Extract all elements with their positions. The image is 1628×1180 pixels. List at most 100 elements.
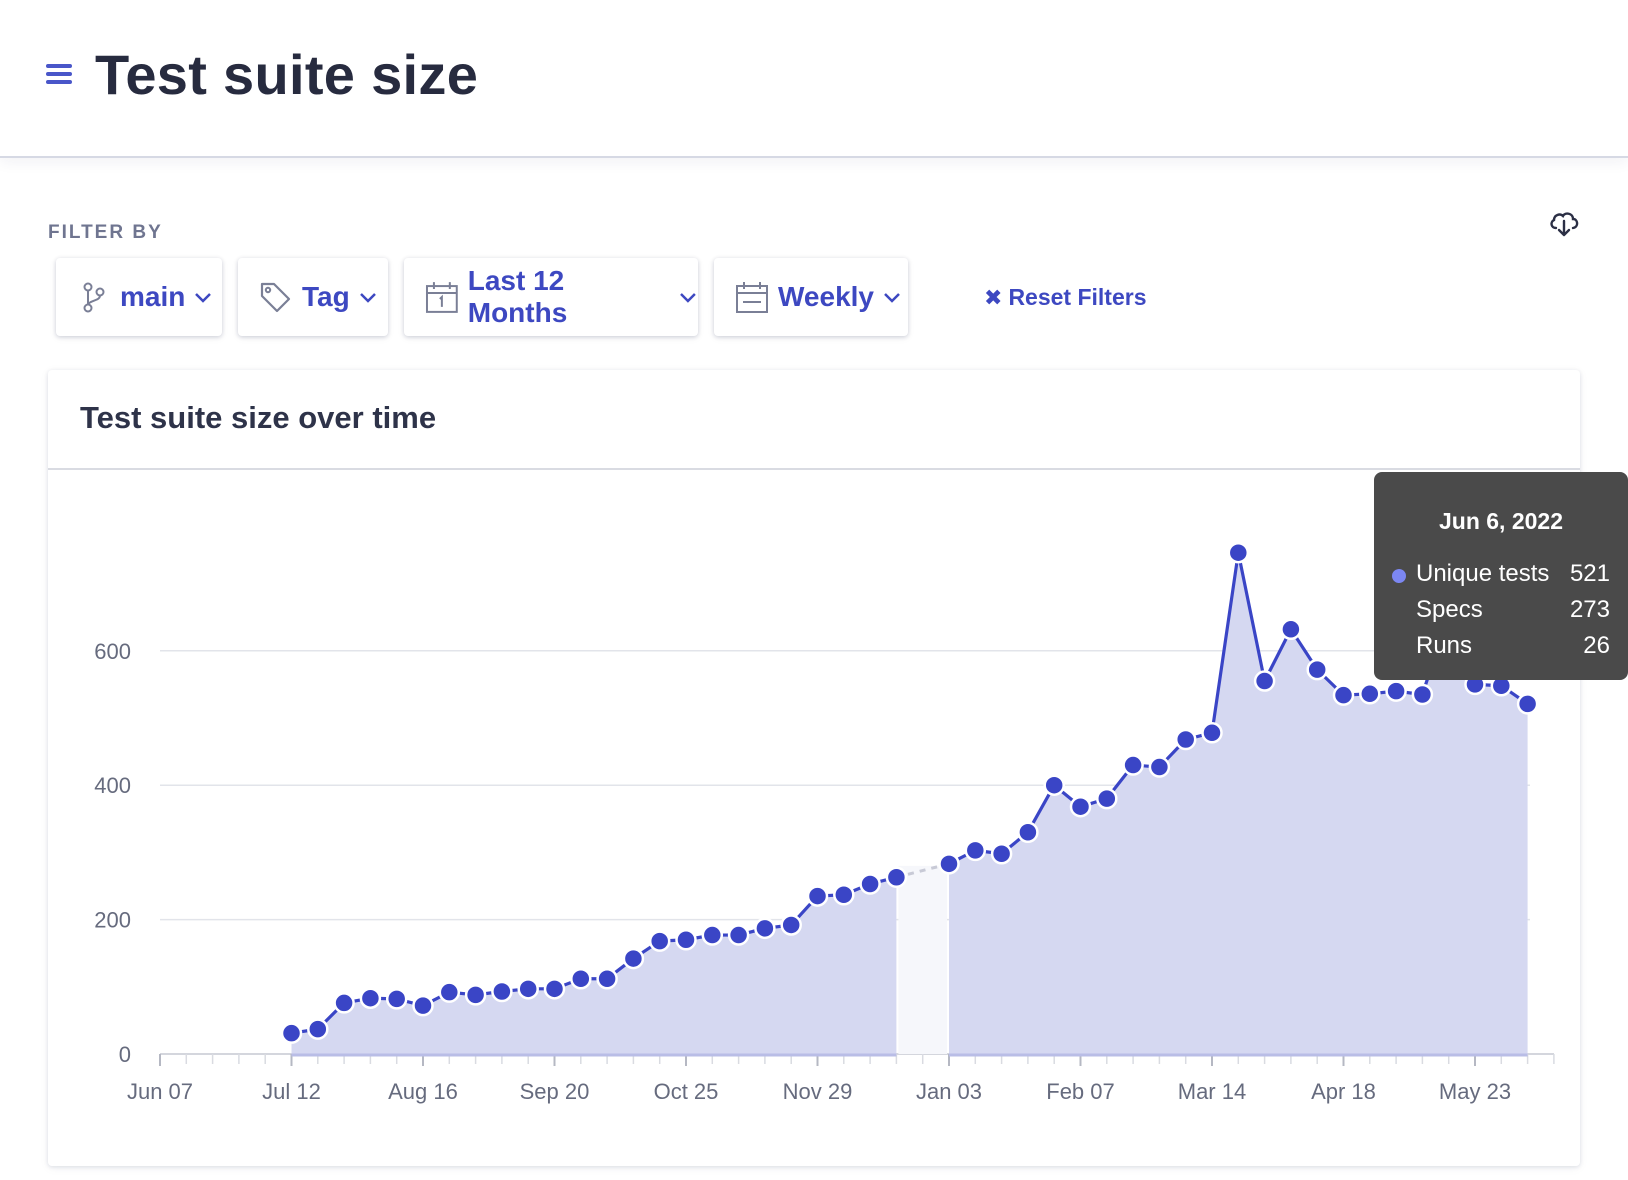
tag-icon — [260, 282, 291, 313]
chevron-down-icon — [359, 293, 376, 303]
data-point — [806, 885, 829, 907]
data-point — [1516, 693, 1539, 715]
data-point — [1174, 728, 1197, 751]
data-point — [938, 853, 960, 875]
interval-filter-button[interactable]: Weekly — [714, 258, 908, 336]
interval-filter-label: Weekly — [778, 281, 874, 312]
git-branch-icon — [83, 282, 105, 313]
tooltip-row-specs: Specs 273 — [1392, 596, 1610, 626]
data-point — [1201, 722, 1223, 744]
series-color-dot — [1392, 569, 1406, 583]
x-tick-label: Mar 14 — [1178, 1079, 1246, 1104]
data-point — [543, 978, 566, 1000]
data-point — [1385, 680, 1407, 702]
data-point — [1043, 774, 1065, 796]
data-point — [885, 866, 908, 889]
date-range-filter-label: Last 12 Months — [467, 265, 568, 328]
data-point — [412, 994, 434, 1017]
data-point — [1096, 787, 1118, 810]
chevron-down-icon — [195, 293, 212, 303]
hamburger-menu-icon[interactable] — [46, 64, 72, 84]
calendar-icon — [425, 282, 458, 313]
chevron-down-icon — [680, 293, 696, 303]
y-tick-label: 600 — [94, 639, 131, 664]
chevron-down-icon — [884, 293, 900, 303]
reset-filters-label: Reset Filters — [1008, 284, 1147, 310]
data-point — [648, 930, 671, 952]
data-point — [1069, 795, 1092, 818]
tooltip-row-name: Specs — [1416, 596, 1483, 623]
x-tick-label: Jan 03 — [916, 1079, 982, 1104]
data-point — [964, 839, 987, 862]
x-tick-label: Oct 25 — [654, 1079, 719, 1104]
calendar-week-icon — [736, 282, 768, 313]
data-point — [754, 917, 776, 940]
data-point — [333, 992, 355, 1014]
data-point — [517, 978, 539, 1000]
x-tick-label: May 23 — [1439, 1079, 1511, 1104]
data-gap-band — [898, 865, 947, 1054]
data-point — [1253, 670, 1276, 692]
tooltip-row-value: 273 — [1569, 596, 1610, 623]
x-tick-label: Sep 20 — [520, 1079, 590, 1104]
x-tick-label: Feb 07 — [1046, 1079, 1115, 1104]
data-point — [596, 967, 618, 990]
data-point — [1017, 821, 1039, 843]
chart-title: Test suite size over time — [80, 400, 437, 435]
x-tick-label: Nov 29 — [783, 1079, 853, 1104]
tag-filter-button[interactable]: Tag — [238, 258, 388, 336]
y-tick-label: 0 — [119, 1042, 131, 1067]
tag-filter-label: Tag — [302, 281, 350, 312]
data-point — [438, 981, 461, 1003]
branch-filter-button[interactable]: main — [56, 258, 222, 336]
tooltip-row-value: 521 — [1569, 560, 1610, 587]
close-icon: ✖ — [984, 284, 1003, 310]
data-point — [675, 929, 697, 951]
data-point — [780, 914, 802, 936]
series-area — [949, 552, 1528, 1054]
data-point — [990, 842, 1013, 865]
data-point — [701, 924, 724, 946]
data-point — [464, 984, 487, 1006]
data-point — [1122, 754, 1144, 776]
y-tick-label: 400 — [94, 773, 131, 798]
data-point — [1227, 541, 1250, 564]
x-tick-label: Aug 16 — [388, 1079, 458, 1104]
data-point — [1411, 683, 1434, 706]
reset-filters-link[interactable]: ✖ Reset Filters — [984, 284, 1147, 311]
x-tick-label: Jun 07 — [127, 1079, 193, 1104]
tooltip-row-value: 26 — [1583, 632, 1610, 659]
cloud-download-icon[interactable] — [1548, 208, 1580, 238]
chart-tooltip: Jun 6, 2022 Unique tests 521 Specs 273 R… — [1374, 472, 1628, 680]
tooltip-row-name: Runs — [1416, 632, 1473, 659]
data-point — [280, 1022, 303, 1044]
data-point — [1332, 684, 1355, 706]
data-point — [859, 873, 881, 895]
data-point — [1359, 683, 1381, 705]
tooltip-row-name: Unique tests — [1416, 560, 1550, 587]
gap-connector — [896, 862, 950, 879]
tooltip-date: Jun 6, 2022 — [1438, 508, 1564, 534]
data-point — [359, 987, 382, 1009]
x-tick-label: Jul 12 — [262, 1079, 321, 1104]
data-point — [1280, 618, 1302, 641]
data-point — [1148, 756, 1171, 778]
tooltip-row-unique-tests: Unique tests 521 — [1392, 560, 1610, 590]
data-point — [833, 883, 855, 906]
data-point — [491, 980, 513, 1003]
data-point — [570, 967, 592, 990]
x-tick-label: Apr 18 — [1311, 1079, 1376, 1104]
y-tick-label: 200 — [94, 908, 131, 933]
data-point — [727, 924, 750, 946]
filter-by-label: FILTER BY — [48, 222, 163, 243]
page-header: Test suite size — [0, 0, 1628, 158]
page-title: Test suite size — [95, 43, 479, 106]
date-range-filter-button[interactable]: Last 12 Months — [404, 258, 698, 336]
series-area — [291, 877, 897, 1054]
tooltip-row-runs: Runs 26 — [1392, 632, 1610, 662]
data-point — [622, 947, 645, 970]
data-point — [307, 1018, 329, 1040]
data-point — [1306, 658, 1328, 681]
data-point — [385, 988, 408, 1010]
